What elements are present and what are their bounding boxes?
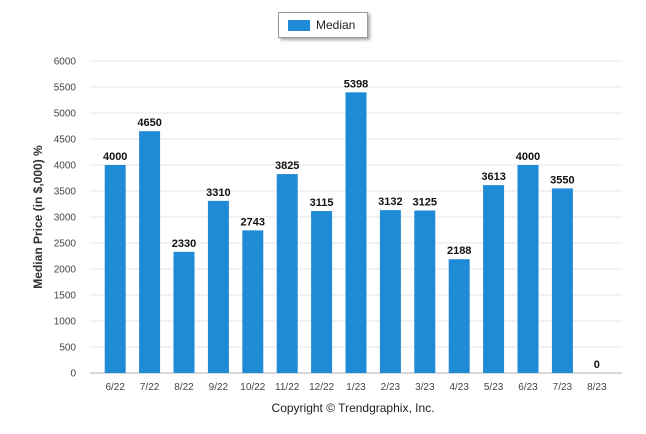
x-tick-label: 4/23 (449, 382, 469, 393)
x-tick-label: 7/22 (140, 382, 160, 393)
x-tick-label: 6/23 (518, 382, 538, 393)
x-tick-labels: 6/22 7/22 8/22 9/22 10/22 11/22 12/22 1/23 2/23 3… (105, 382, 607, 393)
copyright-footer: Copyright © Trendgraphix, Inc. (271, 401, 435, 415)
y-tick-label: 2000 (54, 265, 77, 276)
x-tick-label: 8/23 (587, 382, 607, 393)
y-tick-labels: 0 500 1000 1500 2000 2500 3000 3500 4000 4500 5000… (54, 57, 77, 380)
bar-value-label: 4000 (103, 151, 127, 163)
bar-value-label: 2330 (172, 238, 196, 250)
x-tick-label: 10/22 (240, 382, 265, 393)
data-labels: 4000 4650 2330 3310 2743 3825 3115 5398 3132 3125… (103, 78, 600, 371)
x-tick-label: 1/23 (346, 382, 366, 393)
bar-value-label: 0 (594, 359, 600, 371)
y-tick-label: 3000 (54, 213, 77, 224)
bar-value-label: 3132 (378, 196, 402, 208)
y-tick-label: 500 (59, 343, 76, 354)
x-tick-label: 7/23 (553, 382, 573, 393)
bar (551, 188, 573, 373)
bar-value-label: 3613 (481, 171, 505, 183)
bar (173, 251, 195, 373)
x-tick-label: 3/23 (415, 382, 435, 393)
bar-value-label: 3825 (275, 160, 299, 172)
y-tick-label: 0 (70, 369, 76, 380)
bar (104, 165, 126, 373)
bar (207, 200, 229, 373)
bar (242, 230, 264, 373)
x-tick-label: 5/23 (484, 382, 504, 393)
bar-value-label: 3550 (550, 174, 574, 186)
bar-value-label: 4650 (137, 117, 161, 129)
legend-swatch (288, 19, 310, 31)
bar-value-label: 2743 (241, 216, 265, 228)
x-tick-label: 8/22 (174, 382, 194, 393)
bar-value-label: 3125 (413, 197, 437, 209)
x-tick-label: 9/22 (209, 382, 229, 393)
legend: Median (278, 12, 368, 38)
bar-value-label: 3310 (206, 187, 230, 199)
x-tick-label: 12/22 (309, 382, 334, 393)
bar (517, 165, 539, 373)
bar (483, 185, 505, 373)
y-axis-label: Median Price (in $,000) % (31, 145, 45, 289)
y-tick-label: 4500 (54, 135, 77, 146)
y-tick-label: 5500 (54, 83, 77, 94)
bar (448, 259, 470, 373)
y-tick-label: 1500 (54, 291, 77, 302)
legend-label: Median (316, 18, 356, 32)
bar-value-label: 2188 (447, 245, 471, 257)
bar-value-label: 3115 (310, 197, 334, 209)
y-tick-label: 1000 (54, 317, 77, 328)
bar-value-label: 4000 (516, 151, 540, 163)
x-tick-label: 2/23 (381, 382, 401, 393)
bar (276, 174, 298, 373)
y-tick-label: 4000 (54, 161, 77, 172)
y-tick-label: 3500 (54, 187, 77, 198)
bar (379, 210, 401, 373)
y-tick-label: 6000 (54, 57, 77, 68)
bar (414, 210, 436, 373)
y-tick-label: 5000 (54, 109, 77, 120)
bar (345, 92, 367, 373)
bars (104, 92, 573, 373)
bar-value-label: 5398 (344, 78, 368, 90)
y-tick-label: 2500 (54, 239, 77, 250)
x-tick-label: 6/22 (105, 382, 125, 393)
bar (139, 131, 161, 373)
bar (311, 211, 333, 373)
x-tick-label: 11/22 (275, 382, 300, 393)
